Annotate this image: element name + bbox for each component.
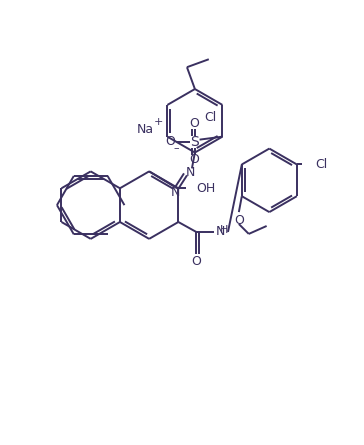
Text: N: N	[216, 226, 225, 239]
Text: O: O	[190, 153, 199, 166]
Text: +: +	[154, 117, 163, 127]
Text: –: –	[174, 144, 179, 154]
Text: Na: Na	[136, 123, 154, 136]
Text: N: N	[185, 166, 195, 179]
Text: N: N	[170, 186, 180, 199]
Text: S: S	[190, 135, 199, 149]
Text: O: O	[191, 255, 201, 268]
Text: OH: OH	[196, 182, 215, 195]
Text: Cl: Cl	[316, 158, 328, 171]
Text: O: O	[165, 135, 175, 148]
Text: H: H	[220, 225, 229, 235]
Text: O: O	[190, 117, 199, 130]
Text: O: O	[234, 214, 244, 227]
Text: Cl: Cl	[204, 111, 217, 124]
